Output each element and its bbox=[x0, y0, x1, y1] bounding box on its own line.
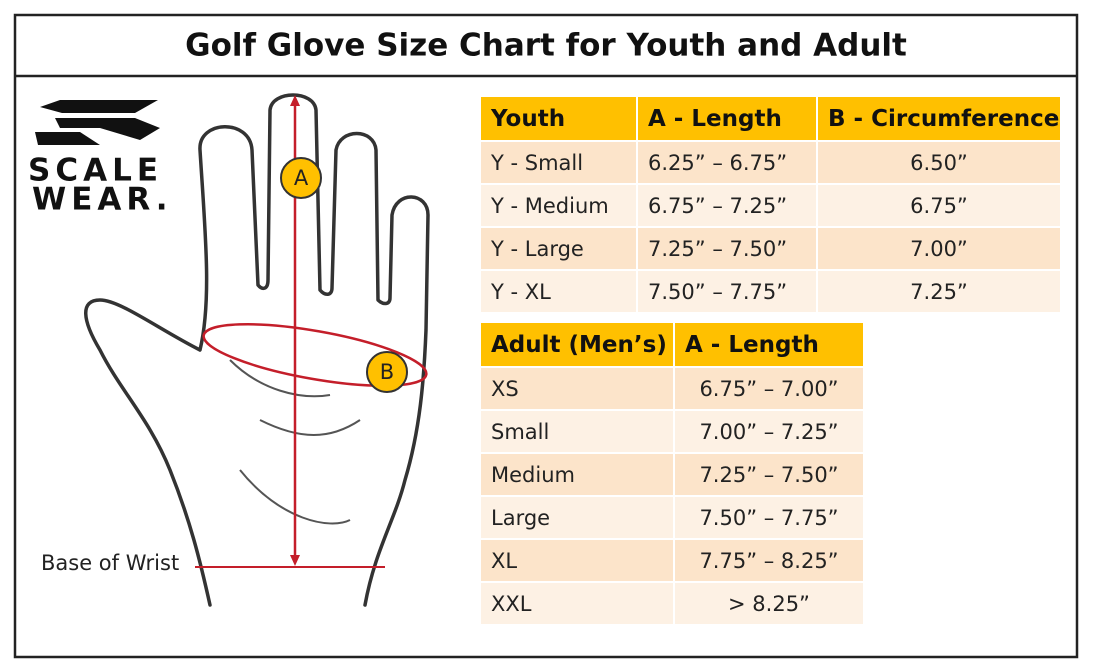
marker-a bbox=[280, 157, 322, 199]
logo-line1: SCALE bbox=[28, 153, 163, 189]
table-cell: 7.25” – 7.50” bbox=[675, 454, 863, 495]
table-cell: 7.25” – 7.50” bbox=[638, 228, 816, 269]
arrow-head bbox=[290, 555, 300, 566]
circumference-ellipse bbox=[202, 323, 428, 387]
table-header-cell: A - Length bbox=[675, 323, 863, 366]
table-header-cell: Adult (Men’s) bbox=[481, 323, 673, 366]
table-cell: Large bbox=[481, 497, 673, 538]
table-cell: Y - XL bbox=[481, 271, 636, 312]
marker-b bbox=[366, 351, 408, 393]
frame bbox=[13, 13, 1079, 659]
table-cell: 6.75” bbox=[818, 185, 1060, 226]
table-cell: 7.50” – 7.75” bbox=[638, 271, 816, 312]
table-header-cell: A - Length bbox=[638, 97, 816, 140]
table-cell: Small bbox=[481, 411, 673, 452]
table-cell: XS bbox=[481, 368, 673, 409]
table-cell: > 8.25” bbox=[675, 583, 863, 624]
table-cell: 6.75” – 7.25” bbox=[638, 185, 816, 226]
table-cell: Y - Large bbox=[481, 228, 636, 269]
table-cell: XXL bbox=[481, 583, 673, 624]
title: Golf Glove Size Chart for Youth and Adul… bbox=[185, 28, 907, 64]
table-cell: Y - Medium bbox=[481, 185, 636, 226]
table-cell: 7.00” bbox=[818, 228, 1060, 269]
table-header-cell: B - Circumference bbox=[818, 97, 1060, 140]
hand-outline bbox=[84, 93, 430, 607]
table-cell: 6.50” bbox=[818, 142, 1060, 183]
table-cell: Medium bbox=[481, 454, 673, 495]
logo-mark bbox=[35, 100, 160, 145]
table-cell: 7.75” – 8.25” bbox=[675, 540, 863, 581]
label-a: A bbox=[294, 166, 309, 190]
table-cell: 7.25” bbox=[818, 271, 1060, 312]
table-header-cell: Youth bbox=[481, 97, 636, 140]
wrist-label: Base of Wrist bbox=[41, 551, 179, 575]
palm-lines bbox=[229, 359, 361, 525]
label-b: B bbox=[380, 360, 394, 384]
arrow-head bbox=[290, 95, 300, 106]
table-cell: 6.75” – 7.00” bbox=[675, 368, 863, 409]
table-cell: 7.00” – 7.25” bbox=[675, 411, 863, 452]
table-cell: 7.50” – 7.75” bbox=[675, 497, 863, 538]
table-cell: 6.25” – 6.75” bbox=[638, 142, 816, 183]
logo-line2: WEAR. bbox=[32, 182, 173, 218]
table-cell: XL bbox=[481, 540, 673, 581]
table-cell: Y - Small bbox=[481, 142, 636, 183]
